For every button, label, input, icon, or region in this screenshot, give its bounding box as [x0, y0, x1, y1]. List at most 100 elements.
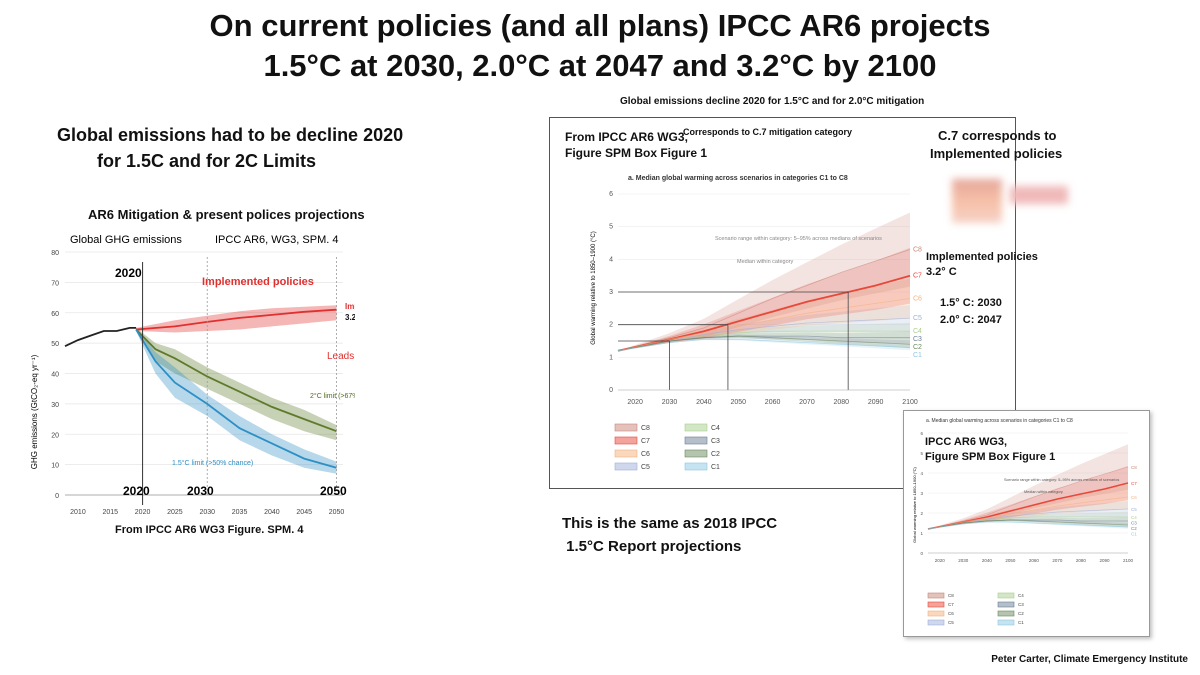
- warming-xtick-label: 2030: [662, 399, 678, 406]
- warming-xtick-label: 2020: [935, 558, 946, 563]
- left-subheading: AR6 Mitigation & present polices project…: [88, 207, 365, 222]
- warming-end-label-C4: C4: [1131, 515, 1137, 520]
- legend-swatch-C8: [927, 592, 945, 599]
- emissions-xtick-label: 2020: [135, 509, 151, 516]
- warming-xtick-label: 2060: [1029, 558, 1040, 563]
- warming-end-label-C3: C3: [1131, 521, 1137, 526]
- emissions-ylabel: GHG emissions (GtCO₂-eq yr⁻¹): [30, 354, 39, 469]
- legend-swatch-C6: [614, 449, 638, 458]
- warming-end-label-C2: C2: [913, 344, 922, 351]
- warming-line-C7: [927, 482, 1129, 530]
- legend-swatch-C5: [927, 619, 945, 626]
- warming-end-label-C7: C7: [913, 273, 922, 280]
- emissions-xtick-label: 2040: [264, 509, 280, 516]
- emissions-ytick-label: 20: [51, 432, 59, 439]
- warming-xtick-label: 2100: [1123, 558, 1134, 563]
- warming-xtick-label: 2080: [834, 399, 850, 406]
- emissions-xtick-label: 2025: [167, 509, 183, 516]
- warming-ytick-label: 3: [920, 491, 923, 496]
- warming-end-label-C6: C6: [913, 296, 922, 303]
- legend-label-C6: C6: [948, 611, 954, 616]
- limit-15c-label: 1.5°C limit (>50% chance): [172, 459, 253, 467]
- legend-label-C1: C1: [711, 464, 720, 471]
- implemented-line2: 3.2° C: [926, 266, 957, 278]
- warming-xtick-label: 2050: [730, 399, 746, 406]
- emissions-ytick-label: 60: [51, 311, 59, 318]
- warming-ytick-label: 3: [609, 289, 613, 296]
- main-title-line1: On current policies (and all plans) IPCC…: [209, 8, 991, 43]
- legend-swatch-C1: [684, 462, 708, 471]
- warming-band-C8: [618, 212, 910, 351]
- warming-end-label-C3: C3: [913, 336, 922, 343]
- warming-band-C4: [928, 511, 1128, 529]
- left-heading-line1: Global emissions had to be decline 2020: [57, 125, 404, 145]
- warming-range-annotation: Scenario range within category: 5–95% ac…: [715, 236, 882, 242]
- warming-xtick-label: 2100: [902, 399, 918, 406]
- legend-swatch-C5: [614, 462, 638, 471]
- warming-xtick-label: 2090: [868, 399, 884, 406]
- warming-end-label-C6: C6: [1131, 495, 1137, 500]
- warming-end-label-C5: C5: [913, 315, 922, 322]
- warming-line-C2: [927, 519, 1129, 530]
- warming-xtick-label: 2070: [1052, 558, 1063, 563]
- main-title-line2: 1.5°C at 2030, 2.0°C at 2047 and 3.2°C b…: [263, 48, 937, 83]
- emissions-line-implemented: [136, 308, 337, 331]
- warming-band-C3: [618, 331, 910, 351]
- legend-label-C7: C7: [948, 602, 954, 607]
- warming-line-C4: [617, 330, 910, 352]
- warming-band-C7: [928, 465, 1128, 529]
- legend-swatch-C8: [614, 423, 638, 432]
- warming-band-C8: [928, 444, 1128, 529]
- legend-label-C6: C6: [641, 451, 650, 458]
- warming-xtick-label: 2040: [696, 399, 712, 406]
- inset-figure-box: [903, 410, 1150, 637]
- warming-end-label-C8: C8: [913, 247, 922, 254]
- legend-label-C5: C5: [641, 464, 650, 471]
- legend-label-C7: C7: [641, 438, 650, 445]
- emissions-corner-label: IPCC AR6, WG3, SPM. 4: [215, 234, 338, 246]
- same-as-line2: 1.5°C Report projections: [562, 538, 742, 555]
- warming-line-C6: [617, 298, 911, 352]
- warming-xtick-label: 2080: [1076, 558, 1087, 563]
- year-2-0c: 2.0° C: 2047: [940, 314, 1002, 326]
- emissions-ytick-label: 10: [51, 463, 59, 470]
- credit: Peter Carter, Climate Emergency Institut…: [991, 654, 1188, 665]
- warming-line-C7: [617, 274, 911, 352]
- warming-end-label-C7: C7: [1131, 481, 1137, 486]
- emissions-ytick-label: 80: [51, 250, 59, 257]
- left-source: From IPCC AR6 WG3 Figure. SPM. 4: [115, 524, 304, 536]
- legend-swatch-C7: [927, 601, 945, 608]
- warming-line-C4: [927, 516, 1128, 530]
- legend-swatch-C3: [997, 601, 1015, 608]
- same-as-line1: This is the same as 2018 IPCC: [562, 515, 778, 532]
- emissions-line-limit_2c: [135, 328, 337, 433]
- emissions-year-2050: 2050: [320, 484, 347, 498]
- inset-chart-title: a. Median global warming across scenario…: [926, 418, 1073, 424]
- warming-line-C1: [927, 521, 1129, 530]
- legend-label-C2: C2: [711, 451, 720, 458]
- box-note: Corresponds to C.7 mitigation category: [683, 127, 853, 137]
- box-source-line2: Figure SPM Box Figure 1: [565, 146, 708, 160]
- legend-swatch-C6: [927, 610, 945, 617]
- warming-ytick-label: 2: [609, 322, 613, 329]
- emissions-xtick-label: 2035: [232, 509, 248, 516]
- warming-line-C8: [617, 249, 911, 352]
- emissions-line-limit_15c: [135, 329, 337, 469]
- emissions-xtick-label: 2050: [329, 509, 345, 516]
- implemented-policies-label-1: Implemented policies: [345, 302, 355, 311]
- warming-band-C5: [618, 305, 910, 351]
- legend-swatch-C1: [997, 619, 1015, 626]
- warming-band-C3: [928, 517, 1128, 529]
- warming-end-label-C5: C5: [1131, 507, 1137, 512]
- warming-ytick-label: 4: [609, 256, 613, 263]
- emissions-xtick-label: 2045: [296, 509, 312, 516]
- warming-line-C5: [617, 317, 911, 352]
- emissions-ytick-label: 50: [51, 341, 59, 348]
- emissions-xtick-label: 2010: [70, 509, 86, 516]
- warming-ytick-label: 5: [920, 451, 923, 456]
- warming-line-C8: [927, 466, 1129, 530]
- warming-xtick-label: 2050: [1005, 558, 1016, 563]
- warming-chart-title: a. Median global warming across scenario…: [628, 175, 848, 182]
- inset-median-annotation: Median within category: [1024, 490, 1063, 494]
- warming-xtick-label: 2060: [765, 399, 781, 406]
